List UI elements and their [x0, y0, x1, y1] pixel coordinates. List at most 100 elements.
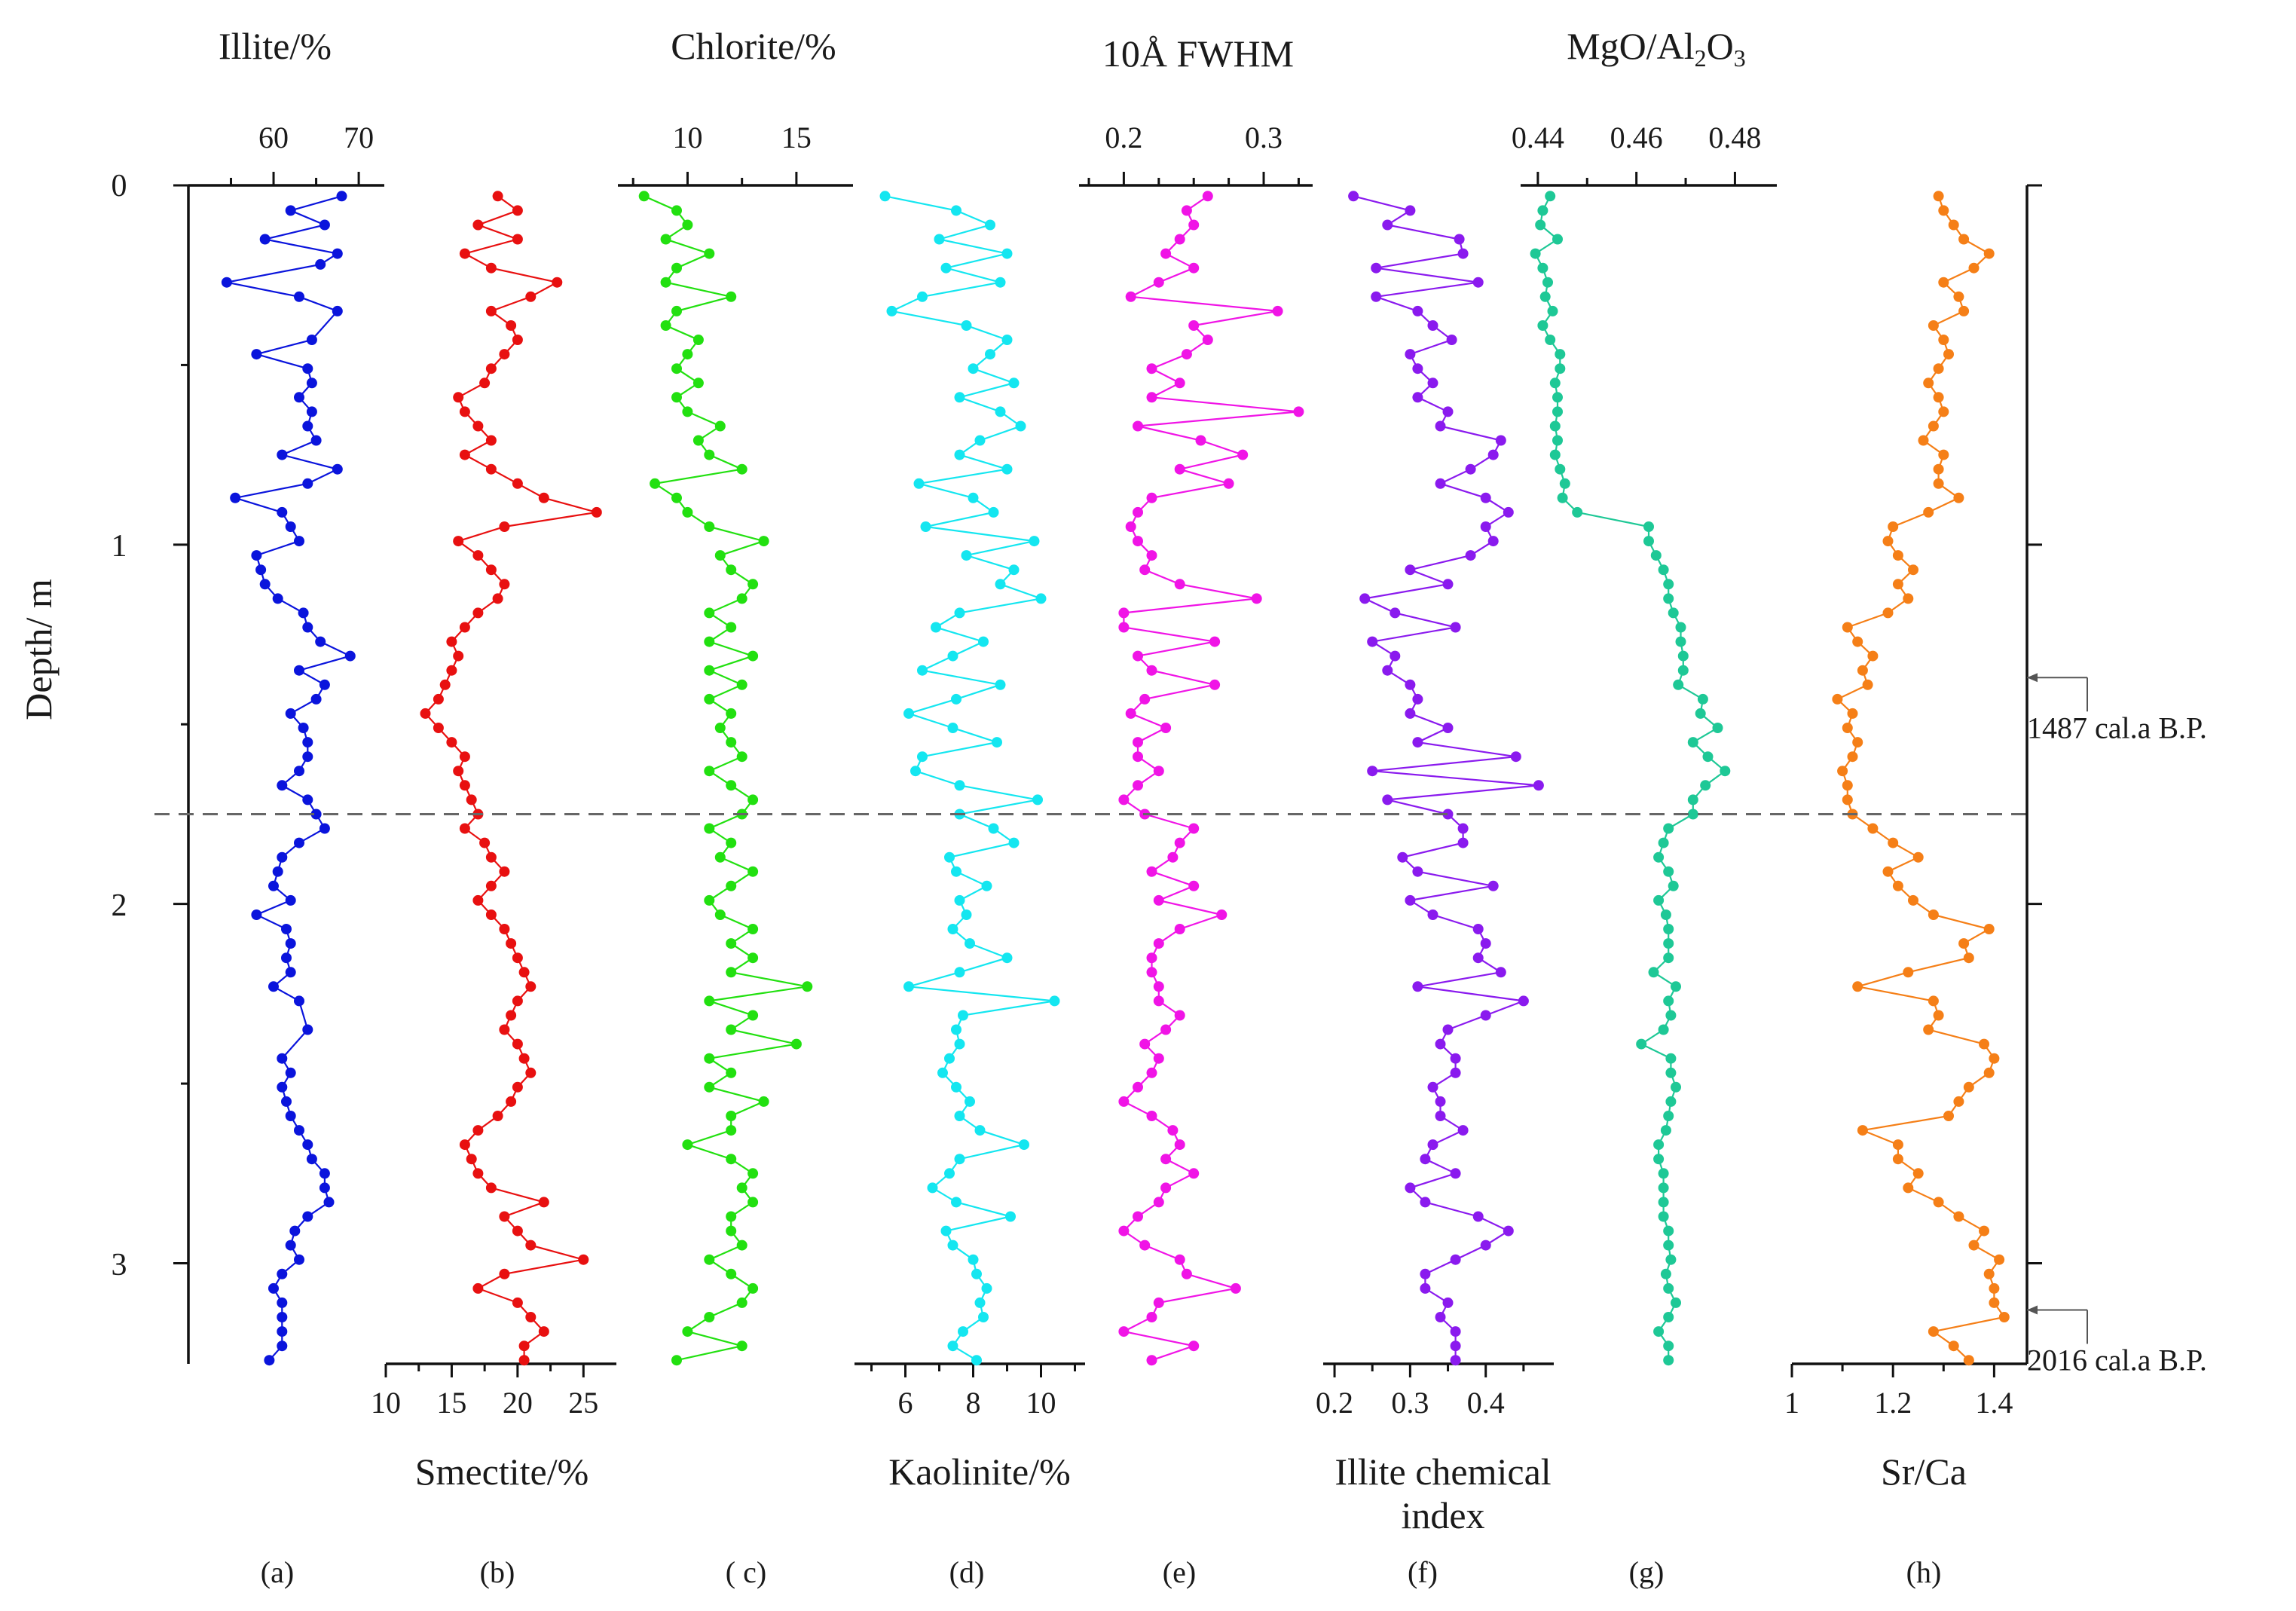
panel-e-data-point [1153, 1297, 1164, 1308]
panel-a-data-point [294, 766, 304, 777]
panel-g-data-point [1545, 335, 1556, 345]
panel-g-data-point [1663, 1340, 1674, 1352]
panel-e-data-point [1293, 406, 1304, 417]
panel-h-data-point [1958, 234, 1970, 245]
panel-g-data-point [1660, 1125, 1671, 1136]
panel-e-data-point [1146, 1312, 1157, 1322]
panel-f-data-point [1435, 1312, 1446, 1322]
panel-g-data-point [1552, 406, 1563, 417]
panel-d-data-point [1032, 794, 1043, 806]
panel-c-data-point [671, 1355, 682, 1366]
panel-c-data-point [802, 981, 813, 992]
panel-g-data-point [1671, 1297, 1681, 1308]
panel-a: 60 70 Illite/% (a) [188, 25, 384, 1589]
panel-h-data-point [1928, 909, 1939, 920]
panel-f-data-point [1442, 1297, 1454, 1308]
panel-c-data-point [736, 1340, 747, 1352]
panel-b-data-point [552, 277, 563, 288]
panel-b-data-point [518, 1340, 530, 1352]
panel-e-data-point [1230, 1282, 1241, 1294]
panel-f-data-point [1405, 894, 1416, 906]
panel-c-data-point [726, 291, 737, 302]
panel-d-data-point [995, 579, 1006, 590]
panel-h-data-point [1842, 780, 1853, 791]
panel-f-data-point [1348, 191, 1359, 202]
panel-a-data-point [310, 693, 322, 705]
panel-g-data-point [1643, 521, 1654, 532]
panel-c-data-point [704, 449, 715, 460]
panel-h-series-line [1836, 195, 2006, 1361]
panel-e-tick-label: 0.2 [1105, 121, 1142, 154]
panel-a-data-point [277, 780, 288, 791]
panel-h-data-point [1953, 1211, 1964, 1222]
panel-b-data-point [485, 435, 497, 446]
panel-d-data-point [1008, 837, 1020, 848]
panel-e-data-point [1153, 995, 1164, 1007]
panel-d-data-point [947, 723, 958, 733]
panel-b-data-point [512, 1225, 523, 1237]
panel-e-data-point [1153, 1197, 1164, 1208]
panel-c-data-point [747, 866, 759, 877]
panel-h-data-point [1888, 521, 1899, 532]
panel-d-data-point [978, 636, 989, 647]
panel-h-data-point [1963, 1355, 1974, 1366]
panel-c-data-point [692, 378, 704, 389]
panel-b-data-point [459, 406, 470, 417]
panel-f-data-point [1450, 622, 1461, 633]
panel-g-data-point [1547, 305, 1558, 316]
panel-c-title: Chlorite/% [671, 25, 836, 67]
panel-h-data-point [1928, 420, 1939, 432]
panel-c-data-point [747, 924, 759, 934]
panel-g-data-point [1663, 952, 1674, 964]
panel-label-d: (d) [949, 1555, 985, 1589]
panel-d-data-point [974, 1125, 986, 1136]
panel-e-data-point [1125, 521, 1136, 532]
panel-a-data-point [319, 823, 330, 834]
panel-c-data-point [726, 880, 737, 891]
panel-f-data-point [1427, 1081, 1438, 1093]
panel-a-data-point [344, 650, 356, 662]
panel-h-title: Sr/Ca [1881, 1451, 1967, 1493]
panel-c-data-point [747, 952, 759, 964]
panel-g-data-point [1665, 1096, 1677, 1107]
panel-d-data-point [944, 1168, 955, 1179]
panel-h-data-point [1998, 1312, 2010, 1322]
panel-b-data-point [538, 492, 549, 503]
panel-b-data-point [512, 478, 523, 489]
panel-d-data-point [944, 1053, 955, 1064]
panel-f-title-line: index [1401, 1494, 1484, 1536]
panel-f-data-point [1405, 349, 1416, 360]
panel-f-data-point [1454, 234, 1465, 245]
panel-e-data-point [1133, 420, 1143, 432]
panel-b-data-point [518, 967, 530, 978]
panel-e-series-line [1121, 195, 1299, 1362]
panel-g-data-point [1663, 823, 1674, 834]
panel-c-data-point [671, 205, 682, 216]
panel-h-data-point [1979, 1038, 1989, 1050]
panel-c: 10 15 Chlorite/% ( c) [618, 25, 853, 1589]
panel-d-data-point [995, 406, 1006, 417]
panel-b-data-point [485, 463, 497, 475]
panel-d-data-point [927, 1182, 938, 1194]
panel-a-data-point [319, 1182, 330, 1194]
panel-f-data-point [1390, 607, 1401, 619]
panel-h-data-point [1892, 579, 1903, 590]
panel-c-data-point [726, 938, 737, 949]
panel-d-data-point [951, 1081, 962, 1093]
panel-c-data-point [726, 622, 737, 633]
panel-e-data-point [1188, 1168, 1200, 1179]
panel-d-data-point [985, 349, 995, 360]
panel-a-data-point [294, 1254, 304, 1265]
panel-a-data-point [285, 205, 296, 216]
panel-h-data-point [1852, 981, 1863, 992]
panel-a-data-point [323, 1197, 335, 1208]
panel-f-data-point [1359, 593, 1371, 604]
panel-h-data-point [1918, 435, 1929, 446]
panel-b-data-point [459, 248, 470, 259]
panel-f-data-point [1420, 1282, 1431, 1294]
panel-f-data-point [1503, 1225, 1514, 1237]
panel-c-data-point [704, 693, 715, 705]
panel-f-data-point [1427, 909, 1438, 920]
panel-h-data-point [1994, 1254, 2005, 1265]
panel-h-data-point [1933, 392, 1944, 403]
